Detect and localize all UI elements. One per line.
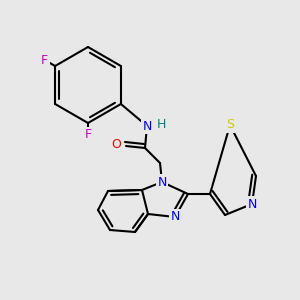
Text: F: F	[41, 53, 48, 67]
Text: H: H	[156, 118, 166, 130]
Text: N: N	[157, 176, 167, 188]
Text: S: S	[226, 118, 234, 131]
Text: N: N	[142, 119, 152, 133]
Text: O: O	[111, 139, 121, 152]
Text: F: F	[84, 128, 92, 142]
Text: N: N	[247, 197, 257, 211]
Text: N: N	[170, 211, 180, 224]
